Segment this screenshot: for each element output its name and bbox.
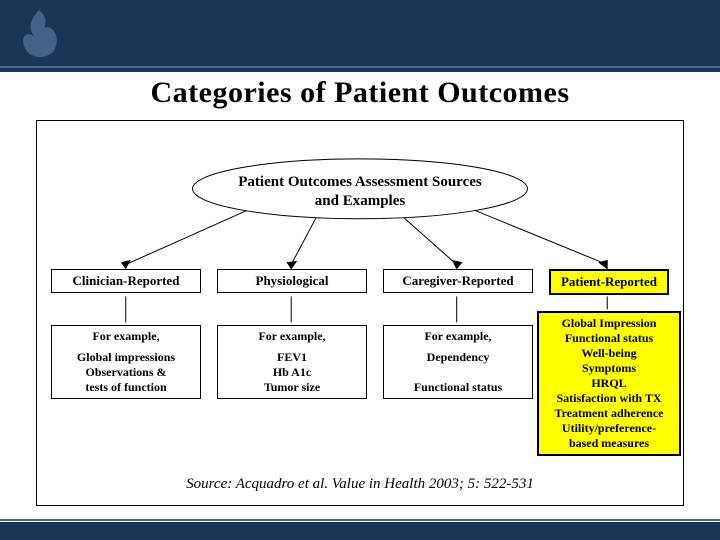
category-patient: Patient-Reported (549, 269, 669, 295)
example-header: For example, (220, 329, 364, 344)
root-line2: and Examples (315, 193, 405, 209)
category-physiological: Physiological (217, 269, 367, 293)
source-citation: Source: Acquadro et al. Value in Health … (37, 476, 683, 493)
root-line1: Patient Outcomes Assessment Sources (238, 174, 481, 190)
root-label: Patient Outcomes Assessment Sources and … (37, 173, 683, 211)
example-items: Global Impression Functional status Well… (541, 316, 677, 451)
example-items: Global impressions Observations & tests … (54, 350, 198, 395)
example-header: For example, (386, 329, 530, 344)
category-clinician: Clinician-Reported (51, 269, 201, 293)
diagram-frame: Patient Outcomes Assessment Sources and … (36, 120, 684, 506)
page-title: Categories of Patient Outcomes (0, 76, 720, 110)
cat-to-example-connectors (126, 296, 607, 322)
flame-logo-icon (10, 6, 68, 64)
header-bar (0, 0, 720, 72)
example-items: FEV1 Hb A1c Tumor size (220, 350, 364, 395)
example-header: For example, (54, 329, 198, 344)
category-caregiver: Caregiver-Reported (383, 269, 533, 293)
example-clinician: For example, Global impressions Observat… (51, 325, 201, 399)
category-row: Clinician-Reported Physiological Caregiv… (37, 269, 683, 299)
example-patient: Global Impression Functional status Well… (537, 311, 681, 456)
footer-bar (0, 522, 720, 540)
example-physiological: For example, FEV1 Hb A1c Tumor size (217, 325, 367, 399)
root-to-cat-arrows (122, 211, 607, 269)
example-items: Dependency Functional status (386, 350, 530, 395)
example-caregiver: For example, Dependency Functional statu… (383, 325, 533, 399)
